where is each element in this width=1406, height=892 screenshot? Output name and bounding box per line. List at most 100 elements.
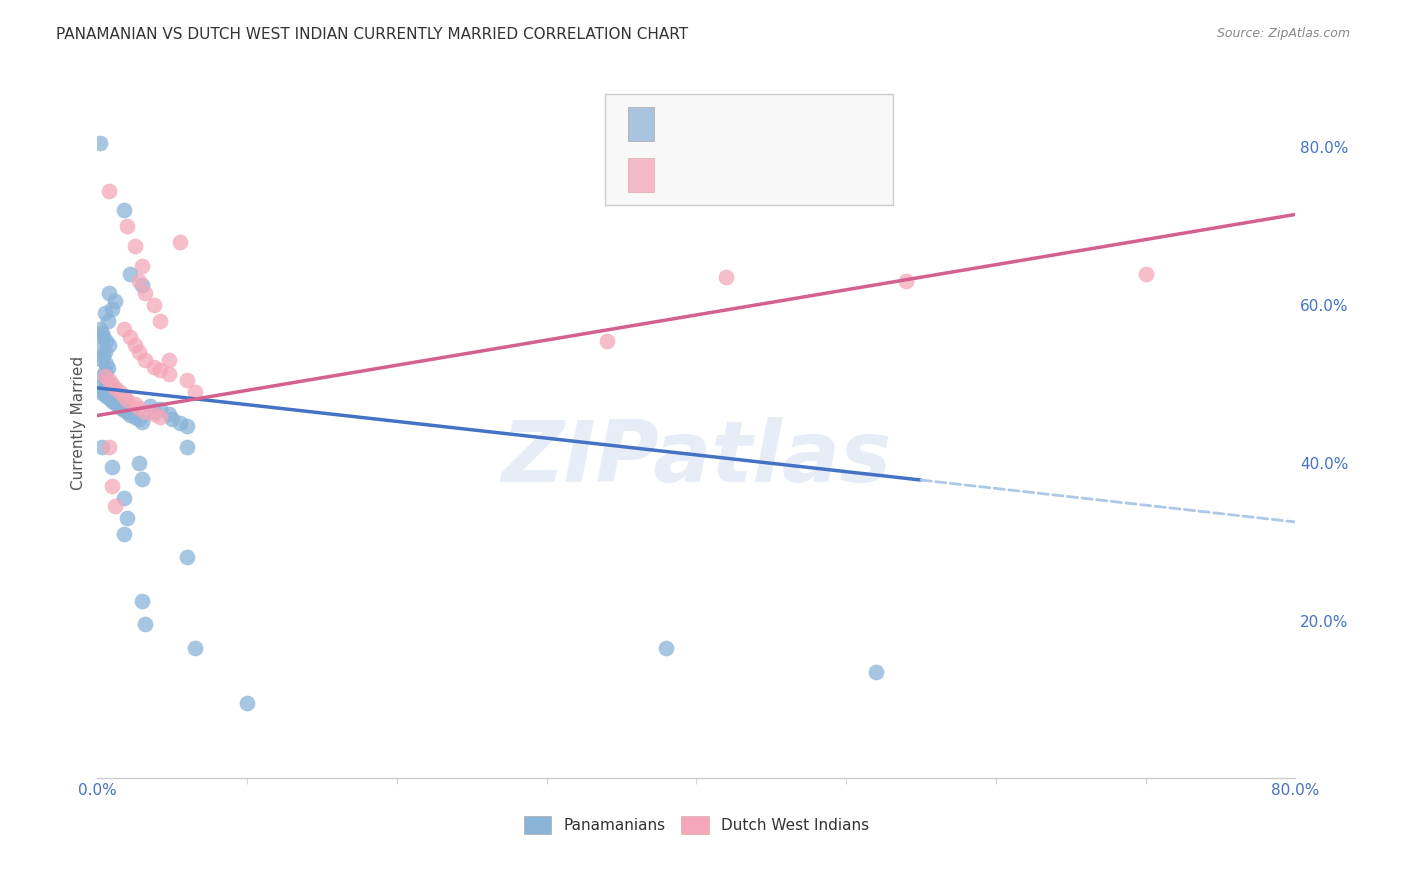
Point <box>94 306 117 320</box>
Point <box>98 184 121 198</box>
Point <box>89 322 111 336</box>
Point <box>716 270 738 285</box>
Point <box>894 275 917 289</box>
Point <box>236 696 259 710</box>
Point <box>131 472 153 486</box>
Point <box>183 384 205 399</box>
Point <box>96 357 118 371</box>
Point <box>865 665 887 679</box>
Point <box>101 301 124 316</box>
Point <box>112 389 135 403</box>
Point <box>97 361 120 376</box>
Point <box>90 353 112 368</box>
Point <box>131 415 153 429</box>
Point <box>101 376 124 391</box>
Point <box>595 334 617 348</box>
Point <box>108 384 131 399</box>
Point <box>157 353 180 368</box>
Point <box>176 550 198 565</box>
Point <box>112 526 135 541</box>
Point <box>104 396 127 410</box>
Point <box>98 391 121 405</box>
Point <box>112 203 135 218</box>
Point <box>169 235 191 249</box>
Point <box>97 314 120 328</box>
Point <box>131 278 153 293</box>
Point <box>139 399 162 413</box>
Point <box>124 337 146 351</box>
Point <box>98 440 121 454</box>
Point <box>90 326 112 340</box>
Point <box>124 397 146 411</box>
Point <box>107 398 129 412</box>
Point <box>94 365 117 379</box>
Point <box>93 349 115 363</box>
Point <box>112 491 135 506</box>
Point <box>120 408 142 422</box>
Point <box>120 329 142 343</box>
Point <box>143 404 166 418</box>
Point <box>128 456 150 470</box>
Point <box>112 403 135 417</box>
Point <box>101 479 124 493</box>
Text: R = -0.210   N = 62: R = -0.210 N = 62 <box>668 106 831 125</box>
Point <box>93 369 115 384</box>
Point <box>149 402 172 417</box>
Point <box>143 298 166 312</box>
Point <box>94 345 117 359</box>
Point <box>143 359 166 374</box>
Point <box>112 322 135 336</box>
Point <box>134 353 156 368</box>
Point <box>128 275 150 289</box>
Point <box>96 389 118 403</box>
Point <box>134 404 156 418</box>
Point <box>128 401 150 415</box>
Point <box>117 405 139 419</box>
Point <box>90 378 112 392</box>
Text: ZIPatlas: ZIPatlas <box>502 417 891 500</box>
Point <box>94 381 117 395</box>
Point <box>160 412 183 426</box>
Point <box>104 294 127 309</box>
Point <box>110 401 132 415</box>
Y-axis label: Currently Married: Currently Married <box>72 356 86 491</box>
Point <box>101 393 124 408</box>
Point <box>104 381 127 395</box>
Point <box>98 337 121 351</box>
Point <box>131 594 153 608</box>
Legend: Panamanians, Dutch West Indians: Panamanians, Dutch West Indians <box>524 816 869 834</box>
Text: Source: ZipAtlas.com: Source: ZipAtlas.com <box>1216 27 1350 40</box>
Point <box>176 440 198 454</box>
Point <box>98 373 121 387</box>
Text: PANAMANIAN VS DUTCH WEST INDIAN CURRENTLY MARRIED CORRELATION CHART: PANAMANIAN VS DUTCH WEST INDIAN CURRENTL… <box>56 27 689 42</box>
Point <box>128 345 150 359</box>
Point <box>101 459 124 474</box>
Point <box>157 407 180 421</box>
Point <box>94 369 117 384</box>
Point <box>149 363 172 377</box>
Point <box>128 412 150 426</box>
Point <box>149 314 172 328</box>
Point <box>124 410 146 425</box>
Point <box>176 373 198 387</box>
Point <box>98 376 121 391</box>
Point <box>89 136 111 151</box>
Point <box>93 329 115 343</box>
Point <box>104 499 127 513</box>
Point <box>96 334 118 348</box>
Point <box>131 259 153 273</box>
Point <box>90 440 112 454</box>
Point <box>157 368 180 382</box>
Point <box>98 286 121 301</box>
Point <box>93 384 115 399</box>
Point <box>134 286 156 301</box>
Point <box>120 267 142 281</box>
Point <box>169 417 191 431</box>
Point <box>117 392 139 407</box>
Point <box>96 373 118 387</box>
Point <box>143 407 166 421</box>
Point <box>655 641 678 656</box>
Point <box>183 641 205 656</box>
Text: R =  0.335   N = 39: R = 0.335 N = 39 <box>668 157 831 176</box>
Point <box>117 511 139 525</box>
